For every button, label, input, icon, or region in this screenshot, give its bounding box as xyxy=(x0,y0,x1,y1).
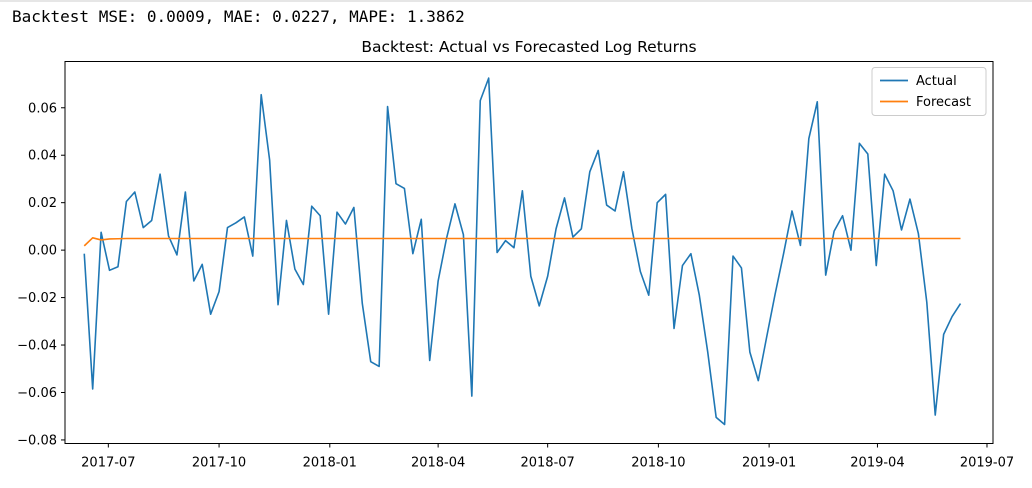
x-tick-label: 2017-10 xyxy=(192,456,246,471)
y-tick-label: −0.08 xyxy=(17,433,57,448)
chart-title: Backtest: Actual vs Forecasted Log Retur… xyxy=(361,38,696,56)
x-tick-label: 2019-01 xyxy=(742,456,796,471)
y-tick-label: −0.02 xyxy=(17,291,57,306)
x-tick-label: 2018-07 xyxy=(520,456,574,471)
legend-label-forecast: Forecast xyxy=(916,95,971,110)
x-tick-label: 2018-04 xyxy=(411,456,465,471)
y-tick-label: 0.00 xyxy=(28,244,57,259)
series-line-actual xyxy=(83,77,962,426)
legend: Actual Forecast xyxy=(871,67,987,116)
series-lines xyxy=(83,77,962,426)
series-line-forecast xyxy=(83,236,961,247)
y-tick-label: 0.02 xyxy=(28,196,57,211)
plot-area-frame xyxy=(64,61,994,444)
x-tick-label: 2019-07 xyxy=(960,456,1014,471)
axis-ticks: 2017-07 2017-10 2018-01 2018-04 2018-07 2018-… xyxy=(17,101,1014,470)
y-tick-label: 0.04 xyxy=(28,149,57,164)
y-tick-label: −0.04 xyxy=(17,339,57,354)
x-tick-label: 2018-10 xyxy=(631,456,685,471)
cell-top-rule xyxy=(0,0,1032,2)
legend-box xyxy=(871,67,987,116)
x-tick-label: 2019-04 xyxy=(850,456,904,471)
legend-label-actual: Actual xyxy=(916,74,957,89)
y-tick-label: 0.06 xyxy=(28,101,57,116)
y-tick-label: −0.06 xyxy=(17,386,57,401)
backtest-metrics-output: Backtest MSE: 0.0009, MAE: 0.0227, MAPE:… xyxy=(12,7,465,26)
x-tick-label: 2017-07 xyxy=(81,456,135,471)
x-tick-label: 2018-01 xyxy=(303,456,357,471)
